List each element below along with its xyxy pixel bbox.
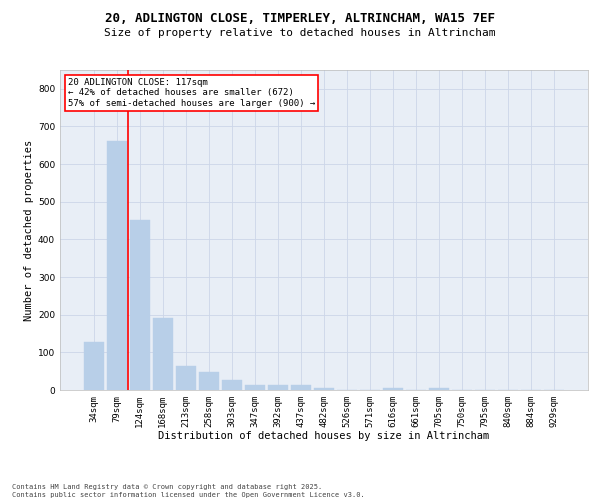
Text: Contains HM Land Registry data © Crown copyright and database right 2025.
Contai: Contains HM Land Registry data © Crown c…: [12, 484, 365, 498]
Y-axis label: Number of detached properties: Number of detached properties: [24, 140, 34, 320]
Bar: [430, 388, 449, 390]
Bar: [176, 366, 196, 390]
Bar: [245, 386, 265, 390]
Bar: [314, 388, 334, 390]
X-axis label: Distribution of detached houses by size in Altrincham: Distribution of detached houses by size …: [158, 432, 490, 442]
Bar: [199, 372, 218, 390]
Bar: [383, 388, 403, 390]
Bar: [222, 380, 242, 390]
Text: Size of property relative to detached houses in Altrincham: Size of property relative to detached ho…: [104, 28, 496, 38]
Bar: [107, 141, 127, 390]
Text: 20 ADLINGTON CLOSE: 117sqm
← 42% of detached houses are smaller (672)
57% of sem: 20 ADLINGTON CLOSE: 117sqm ← 42% of deta…: [68, 78, 315, 108]
Bar: [291, 385, 311, 390]
Bar: [268, 385, 288, 390]
Bar: [153, 318, 173, 390]
Bar: [130, 220, 149, 390]
Text: 20, ADLINGTON CLOSE, TIMPERLEY, ALTRINCHAM, WA15 7EF: 20, ADLINGTON CLOSE, TIMPERLEY, ALTRINCH…: [105, 12, 495, 26]
Bar: [84, 342, 104, 390]
